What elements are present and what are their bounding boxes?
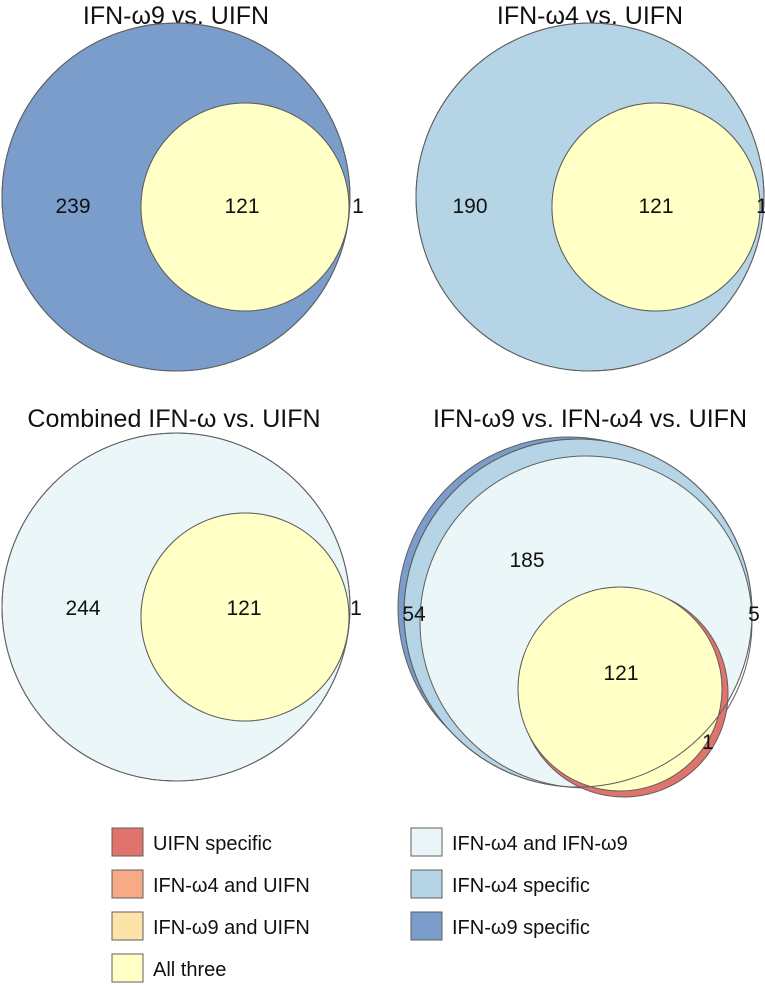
legend-item-ifn-w4-specific: IFN-ω4 specific (410, 869, 590, 899)
count-uifn-specific: 1 (352, 195, 364, 218)
ifn-w9-circle-outline (1, 22, 351, 372)
all-three-region (517, 586, 723, 792)
legend-swatch (111, 953, 144, 983)
venn-panel-2: IFN-ω4 vs. UIFN 190 121 1 (415, 2, 765, 372)
legend-label: IFN-ω9 specific (452, 917, 590, 939)
all-three-region (552, 103, 760, 311)
uifn-circle-outline (551, 102, 761, 312)
count-uifn-specific: 1 (756, 195, 765, 218)
count-ifn-w4-and-ifn-w9: 185 (509, 549, 544, 572)
legend-swatch (111, 911, 144, 941)
venn-panel-3: Combined IFN-ω vs. UIFN 244 121 1 (1, 405, 362, 782)
legend-swatch (111, 869, 144, 899)
panel-title: IFN-ω9 vs. IFN-ω4 vs. UIFN (433, 405, 747, 433)
count-all-three: 121 (638, 195, 673, 218)
combined-ifn-w-circle-outline (1, 432, 351, 782)
legend-label: All three (153, 959, 226, 981)
count-ifn-w4-specific: 190 (452, 195, 487, 218)
legend-item-ifn-w9-specific: IFN-ω9 specific (410, 911, 590, 941)
ifn-w4-circle-outline (415, 22, 765, 372)
venn-panel-1: IFN-ω9 vs. UIFN 239 121 1 (1, 2, 364, 372)
count-all-three: 121 (224, 195, 259, 218)
uifn-circle-outline (140, 102, 350, 312)
all-three-region (141, 103, 349, 311)
count-ifn-w4-specific: 5 (748, 603, 760, 626)
count-all-three: 121 (603, 662, 638, 685)
panel-title: Combined IFN-ω vs. UIFN (27, 405, 320, 433)
count-all-three: 121 (226, 597, 261, 620)
all-three-region (141, 513, 349, 721)
legend-label: UIFN specific (153, 833, 272, 855)
ifn-w4-circle-outline (403, 438, 753, 788)
legend-label: IFN-ω9 and UIFN (153, 917, 310, 939)
legend-item-ifn-w9-and-uifn: IFN-ω9 and UIFN (111, 911, 310, 941)
legend-item-uifn-specific: UIFN specific (111, 827, 272, 857)
legend-swatch (410, 869, 443, 899)
venn-panel-4: IFN-ω9 vs. IFN-ω4 vs. UIFN 54 185 5 121 … (397, 405, 760, 798)
legend-item-ifn-w4-and-ifn-w9: IFN-ω4 and IFN-ω9 (410, 827, 628, 857)
count-ifn-w9-specific: 54 (402, 603, 426, 626)
legend: UIFN specific IFN-ω4 and UIFN IFN-ω9 and… (111, 827, 628, 983)
uifn-circle-outline (140, 512, 350, 722)
legend-swatch (410, 827, 443, 857)
legend-label: IFN-ω4 and UIFN (153, 875, 310, 897)
legend-label: IFN-ω4 specific (452, 875, 590, 897)
legend-swatch (410, 911, 443, 941)
count-ifn-w4-and-ifn-w9: 244 (65, 597, 100, 620)
legend-swatch (111, 827, 144, 857)
legend-label: IFN-ω4 and IFN-ω9 (452, 833, 628, 855)
legend-item-ifn-w4-and-uifn: IFN-ω4 and UIFN (111, 869, 310, 899)
count-uifn-specific: 1 (350, 597, 362, 620)
count-ifn-w9-specific: 239 (55, 195, 90, 218)
legend-item-all-three: All three (111, 953, 226, 983)
count-uifn-specific: 1 (702, 731, 714, 754)
